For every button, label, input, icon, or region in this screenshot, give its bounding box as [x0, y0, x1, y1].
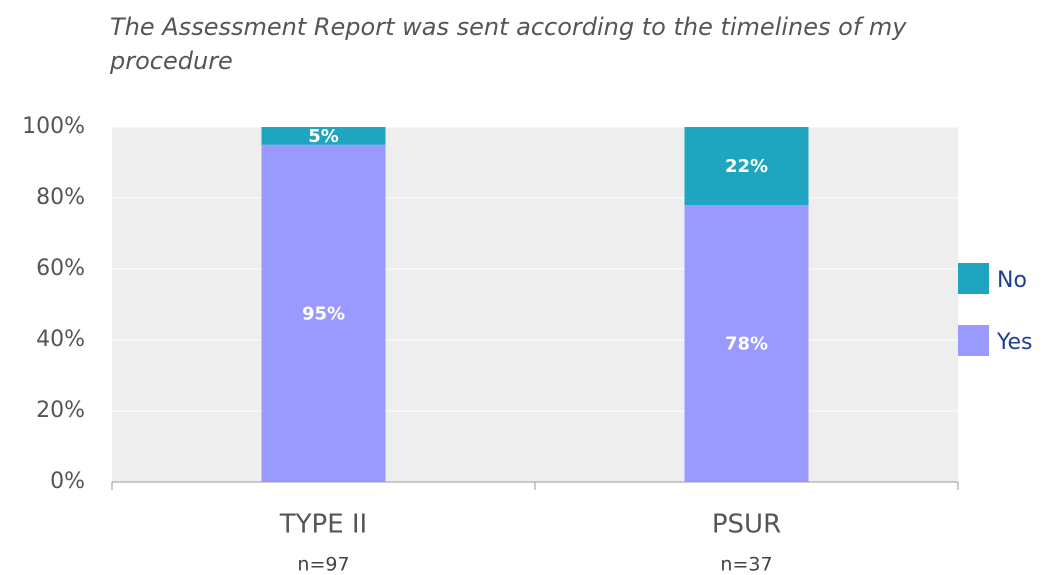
legend-swatch	[958, 263, 989, 294]
value-label: 78%	[725, 334, 768, 355]
bar-segment	[261, 144, 386, 482]
value-label: 95%	[302, 303, 345, 324]
legend-label: No	[997, 268, 1027, 293]
category-note: n=37	[720, 554, 772, 575]
category-note: n=97	[297, 554, 349, 575]
legend-label: Yes	[996, 330, 1033, 355]
y-tick-label: 100%	[22, 114, 85, 139]
legend-swatch	[958, 325, 989, 356]
plot-background	[112, 127, 958, 482]
y-tick-label: 80%	[36, 185, 85, 210]
bar-segment	[684, 205, 809, 482]
bar-segment	[261, 127, 386, 145]
chart-title: The Assessment Report was sent according…	[110, 13, 907, 75]
y-tick-label: 0%	[50, 469, 85, 494]
x-tick-label: PSUR	[712, 510, 781, 540]
y-tick-label: 60%	[36, 256, 85, 281]
y-tick-label: 40%	[36, 327, 85, 352]
x-tick-label: TYPE II	[279, 510, 367, 540]
y-tick-label: 20%	[36, 398, 85, 423]
bar-segment	[684, 127, 809, 206]
value-label: 5%	[308, 126, 339, 147]
value-label: 22%	[725, 156, 768, 177]
